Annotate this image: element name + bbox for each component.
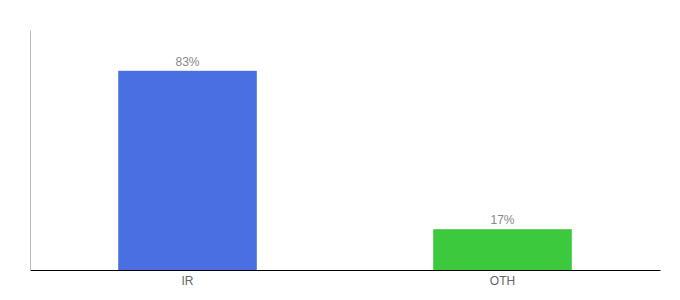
chart: IR OTH 83% 17%	[0, 0, 680, 300]
x-tick-label: OTH	[490, 274, 515, 288]
x-tick: OTH	[490, 274, 515, 288]
bars	[118, 71, 572, 270]
x-axis: IR OTH	[31, 271, 661, 288]
data-label: 17%	[490, 213, 514, 227]
x-tick-label: IR	[182, 274, 194, 288]
x-tick: IR	[182, 274, 194, 288]
y-axis	[30, 31, 31, 271]
bar	[118, 71, 257, 270]
x-axis-line	[31, 270, 661, 271]
data-label: 83%	[175, 55, 199, 69]
bar	[433, 229, 572, 270]
data-labels: 83% 17%	[175, 55, 514, 227]
plot: IR OTH 83% 17%	[31, 31, 661, 288]
y-axis-line	[30, 31, 31, 271]
